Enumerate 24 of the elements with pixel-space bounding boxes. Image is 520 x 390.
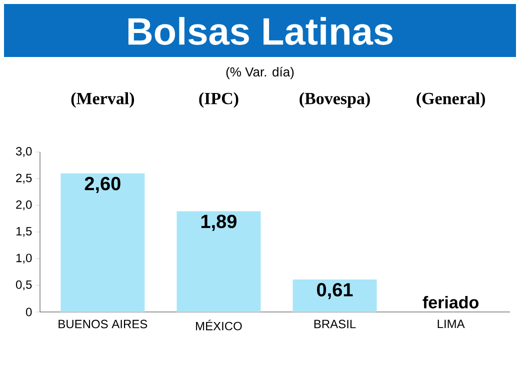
text: (IPC) [199, 92, 238, 108]
x-tick-label: LIMA [438, 320, 465, 328]
chart-title: Bolsas Latinas [128, 17, 393, 45]
y-tick-label: 2,0 [16, 200, 32, 210]
y-tick-label: 2,5 [16, 174, 32, 184]
data-label: 1,89 [201, 214, 236, 231]
text: feriado [422, 296, 478, 308]
bar [176, 211, 261, 312]
text: (General) [416, 92, 485, 108]
chart-subtitle: (% Var. día) [226, 66, 294, 80]
bar [60, 173, 145, 312]
bar [292, 279, 377, 312]
data-label: 2,60 [84, 176, 120, 194]
data-label: 0,61 [317, 282, 353, 300]
x-tick-label: BRASIL [314, 320, 356, 328]
x-tick-label: MÉXICO [196, 320, 242, 330]
text: (Merval) [71, 92, 134, 108]
y-tick-label: 0,5 [16, 280, 32, 290]
text: (Bovespa) [300, 92, 370, 108]
y-tick-label: 1,5 [16, 227, 32, 237]
y-tick-label: 3,0 [16, 147, 32, 157]
x-tick-label: BUENOS AIRES [58, 320, 148, 328]
y-tick-label: 0 [26, 308, 32, 316]
y-tick-label: 1,0 [16, 254, 32, 264]
